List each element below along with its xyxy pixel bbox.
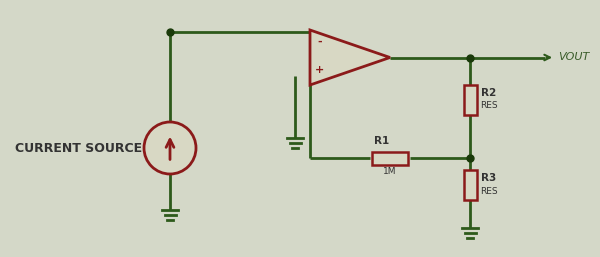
Text: 1M: 1M [383, 168, 397, 177]
Text: R1: R1 [374, 136, 389, 146]
Text: RES: RES [481, 102, 498, 111]
Text: VOUT: VOUT [558, 52, 589, 62]
Text: RES: RES [481, 187, 498, 196]
Text: +: + [316, 65, 325, 75]
Text: -: - [317, 37, 322, 47]
Text: R3: R3 [481, 173, 496, 183]
Circle shape [144, 122, 196, 174]
Bar [372, 151, 408, 164]
Bar [464, 85, 476, 115]
Text: CURRENT SOURCE: CURRENT SOURCE [15, 142, 142, 154]
Bar [464, 170, 476, 200]
Polygon shape [310, 30, 390, 85]
Text: R2: R2 [481, 88, 496, 98]
